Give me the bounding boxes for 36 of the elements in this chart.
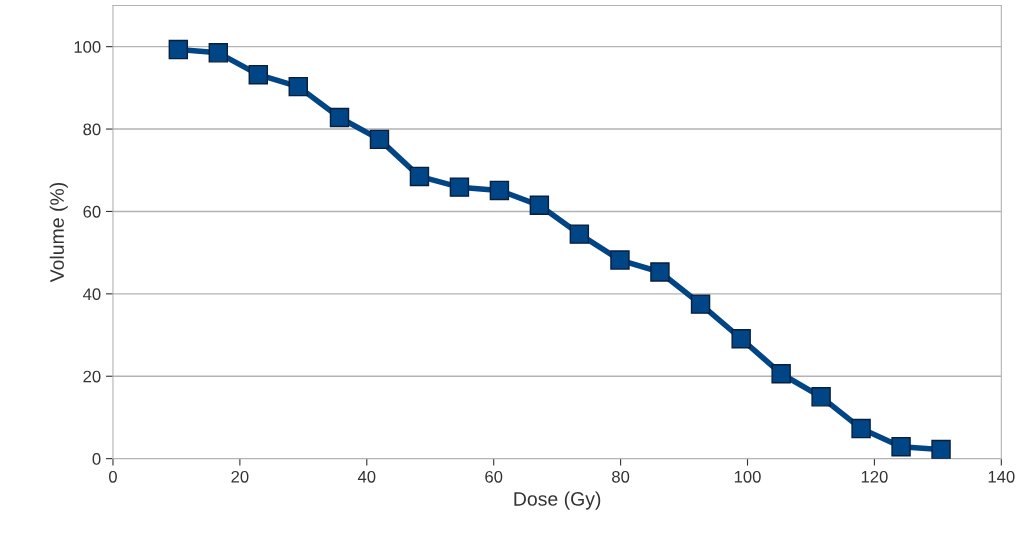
x-tick-label: 80 xyxy=(612,470,630,483)
point xyxy=(529,195,550,215)
point xyxy=(891,436,911,457)
point xyxy=(690,294,711,314)
x-tick-label: 140 xyxy=(988,470,1015,483)
point xyxy=(851,418,871,439)
point xyxy=(489,180,510,201)
point xyxy=(329,107,350,128)
point xyxy=(931,439,951,459)
y-tick-label: 20 xyxy=(83,370,101,383)
y-tick-label: 80 xyxy=(83,123,101,136)
x-tick-label: 100 xyxy=(734,470,761,483)
point xyxy=(168,39,189,60)
x-tick-label: 0 xyxy=(108,470,117,483)
y-axis-title: Volume (%) xyxy=(49,183,68,283)
y-tick-label: 100 xyxy=(74,41,101,53)
point xyxy=(248,64,269,85)
x-tick-label: 60 xyxy=(485,470,503,483)
x-tick-label: 120 xyxy=(861,470,888,483)
point xyxy=(811,387,831,407)
x-tick-label: 40 xyxy=(357,470,376,483)
point xyxy=(771,364,791,384)
point xyxy=(650,262,670,282)
point xyxy=(369,129,390,150)
point xyxy=(569,224,590,244)
point xyxy=(610,250,630,270)
point xyxy=(288,76,308,97)
y-tick-label: 40 xyxy=(83,288,101,301)
point xyxy=(208,43,229,63)
point xyxy=(449,177,470,197)
x-axis-title: Dose (Gy) xyxy=(514,491,601,510)
y-tick-label: 0 xyxy=(92,453,101,465)
y-tick-label: 60 xyxy=(83,205,101,218)
point xyxy=(731,329,751,349)
point xyxy=(409,166,430,187)
x-tick-label: 20 xyxy=(231,470,249,483)
